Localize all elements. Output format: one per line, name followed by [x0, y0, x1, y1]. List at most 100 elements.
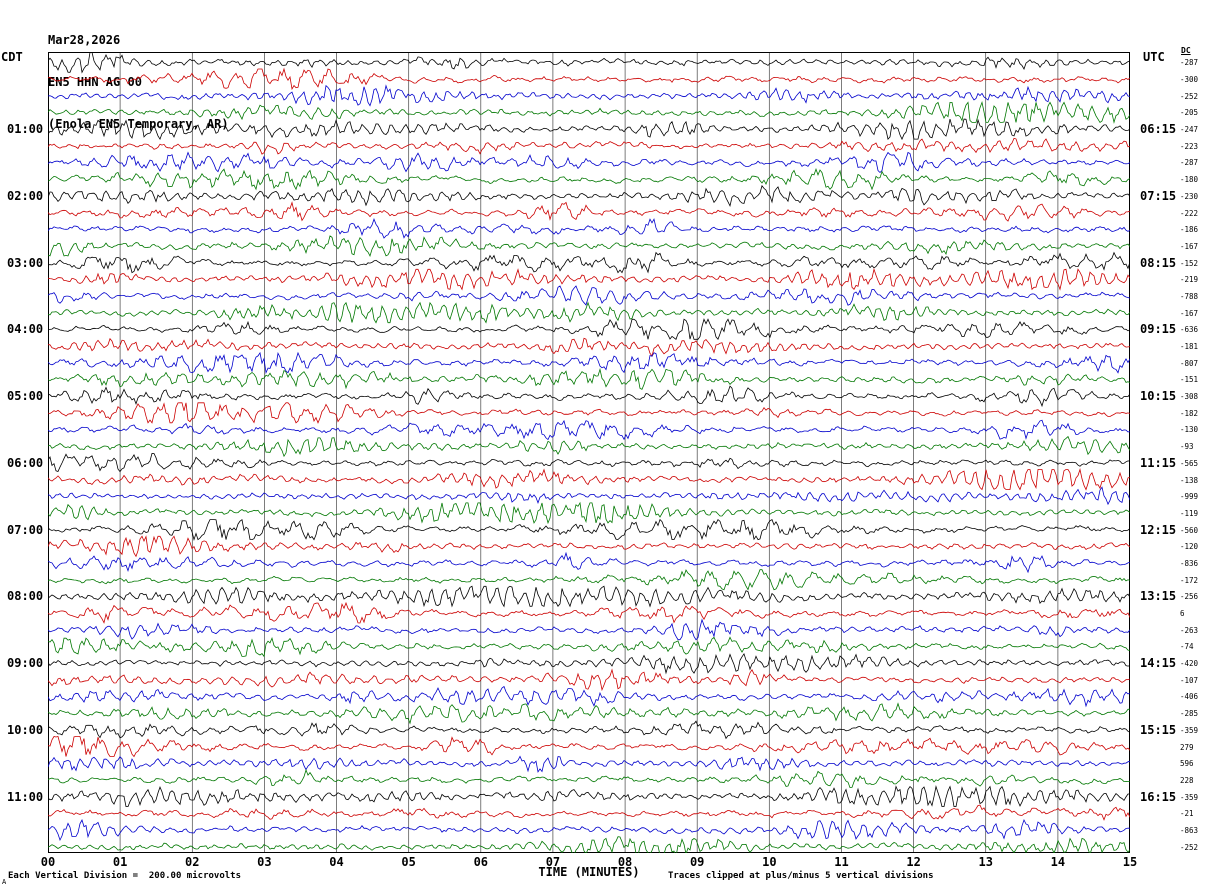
seismo-trace: [48, 702, 1130, 725]
left-time-axis: 01:00 02:00 03:00 04:00 05:00 06:00 07:00 08:00…: [7, 52, 47, 853]
seismo-trace: [48, 768, 1130, 789]
left-hour-label: 02:00: [7, 188, 44, 203]
dc-offset-value: -406: [1180, 692, 1199, 702]
dc-offset-value: -107: [1180, 675, 1199, 685]
footer-scale-note: Each Vertical Division = 200.00 microvol…: [8, 871, 241, 881]
seismo-trace: [48, 569, 1130, 591]
minute-tick-label: 06: [473, 855, 489, 869]
minute-tick-label: 13: [978, 855, 993, 869]
dc-offset-value: -151: [1180, 375, 1199, 385]
left-hour-label: 07:00: [7, 522, 44, 537]
left-hour-label: 10:00: [7, 722, 44, 737]
dc-offset-value: -560: [1180, 525, 1199, 535]
corner-mark: A: [2, 878, 7, 886]
left-hour-label: 06:00: [7, 455, 44, 470]
seismo-trace: [48, 84, 1130, 107]
dc-column-header: DC: [1181, 46, 1191, 55]
dc-offset-value: -93: [1180, 442, 1194, 452]
seismo-trace: [48, 518, 1130, 542]
right-hour-label: 06:15: [1140, 122, 1177, 137]
seismo-trace: [48, 402, 1130, 424]
right-hour-label: 10:15: [1140, 389, 1177, 404]
minute-tick-label: 07: [545, 855, 561, 869]
seismo-trace: [48, 419, 1130, 441]
seismo-trace: [48, 804, 1130, 821]
seismo-trace: [48, 636, 1130, 658]
helicorder-plot: [48, 52, 1130, 853]
left-hour-label: 05:00: [7, 389, 44, 404]
seismo-trace: [48, 337, 1130, 357]
minute-tick-label: 00: [40, 855, 56, 869]
seismo-trace: [48, 720, 1130, 740]
seismo-trace: [48, 67, 1130, 91]
seismo-trace: [48, 351, 1130, 375]
seismo-trace: [48, 201, 1130, 222]
seismo-trace: [48, 486, 1130, 506]
dc-offset-value: -21: [1180, 809, 1194, 819]
minute-tick-label: 11: [834, 855, 849, 869]
seismo-trace: [48, 52, 1130, 74]
dc-offset-value: -182: [1180, 408, 1199, 418]
seismo-trace: [48, 685, 1130, 708]
title-channel: EN5 HHN AG 00: [48, 75, 142, 89]
dc-offset-value: -186: [1180, 225, 1199, 235]
dc-offset-value: -152: [1180, 258, 1199, 268]
left-hour-label: 03:00: [7, 255, 44, 270]
dc-offset-value: -230: [1180, 191, 1199, 201]
seismo-trace: [48, 137, 1130, 155]
dc-offset-value: 228: [1180, 775, 1194, 785]
dc-offset-value: -247: [1180, 125, 1199, 135]
left-hour-label: 09:00: [7, 656, 44, 671]
left-hour-label: 11:00: [7, 789, 44, 804]
seismo-trace: [48, 836, 1130, 853]
seismo-trace: [48, 467, 1130, 491]
seismo-trace: [48, 818, 1130, 842]
seismo-trace: [48, 755, 1130, 773]
right-timezone-label: UTC: [1143, 50, 1165, 64]
plot-border: [48, 52, 1130, 853]
right-hour-label: 11:15: [1140, 455, 1177, 470]
seismo-trace: [48, 653, 1130, 675]
left-hour-label: 01:00: [7, 122, 44, 137]
title-date: Mar28,2026: [48, 33, 121, 47]
right-hour-label: 12:15: [1140, 522, 1177, 537]
left-timezone-label: CDT: [1, 50, 23, 64]
dc-offset-value: -863: [1180, 825, 1199, 835]
seismo-trace: [48, 318, 1130, 340]
dc-offset-value: -180: [1180, 175, 1199, 185]
dc-offset-value: -308: [1180, 392, 1199, 402]
minute-tick-label: 08: [617, 855, 633, 869]
dc-offset-value: 596: [1180, 759, 1194, 769]
seismo-trace: [48, 267, 1130, 291]
seismo-trace: [48, 367, 1130, 390]
seismo-trace: [48, 385, 1130, 408]
dc-offset-value: -285: [1180, 709, 1199, 719]
dc-offset-value: 279: [1180, 742, 1194, 752]
dc-offset-value: -836: [1180, 558, 1199, 568]
minute-tick-label: 10: [762, 855, 777, 869]
seismo-trace: [48, 668, 1130, 692]
dc-offset-value: -263: [1180, 625, 1199, 635]
dc-offset-value: -172: [1180, 575, 1199, 585]
seismo-trace: [48, 251, 1130, 274]
dc-offset-value: -120: [1180, 542, 1199, 552]
seismo-trace: [48, 601, 1130, 624]
dc-offset-value: -420: [1180, 659, 1199, 669]
minute-tick-label: 12: [906, 855, 921, 869]
minute-tick-label: 01: [112, 855, 128, 869]
right-hour-label: 16:15: [1140, 789, 1177, 804]
x-axis-ticks: 00 01 02 03 04 05 06 07 08 09 10 11 12 13 14 15: [41, 855, 1137, 869]
dc-offset-value: 6: [1180, 609, 1185, 619]
dc-offset-value: -300: [1180, 75, 1199, 85]
seismo-trace: [48, 535, 1130, 558]
right-hour-label: 09:15: [1140, 322, 1177, 337]
right-hour-label: 08:15: [1140, 255, 1177, 270]
footer-clip-note: Traces clipped at plus/minus 5 vertical …: [668, 871, 934, 881]
seismo-trace: [48, 151, 1130, 174]
dc-offset-value: -788: [1180, 291, 1199, 301]
dc-offset-value: -74: [1180, 642, 1194, 652]
seismo-trace: [48, 167, 1130, 191]
dc-offset-value: -252: [1180, 842, 1199, 852]
right-hour-label: 15:15: [1140, 722, 1177, 737]
dc-offset-value: -205: [1180, 108, 1199, 118]
